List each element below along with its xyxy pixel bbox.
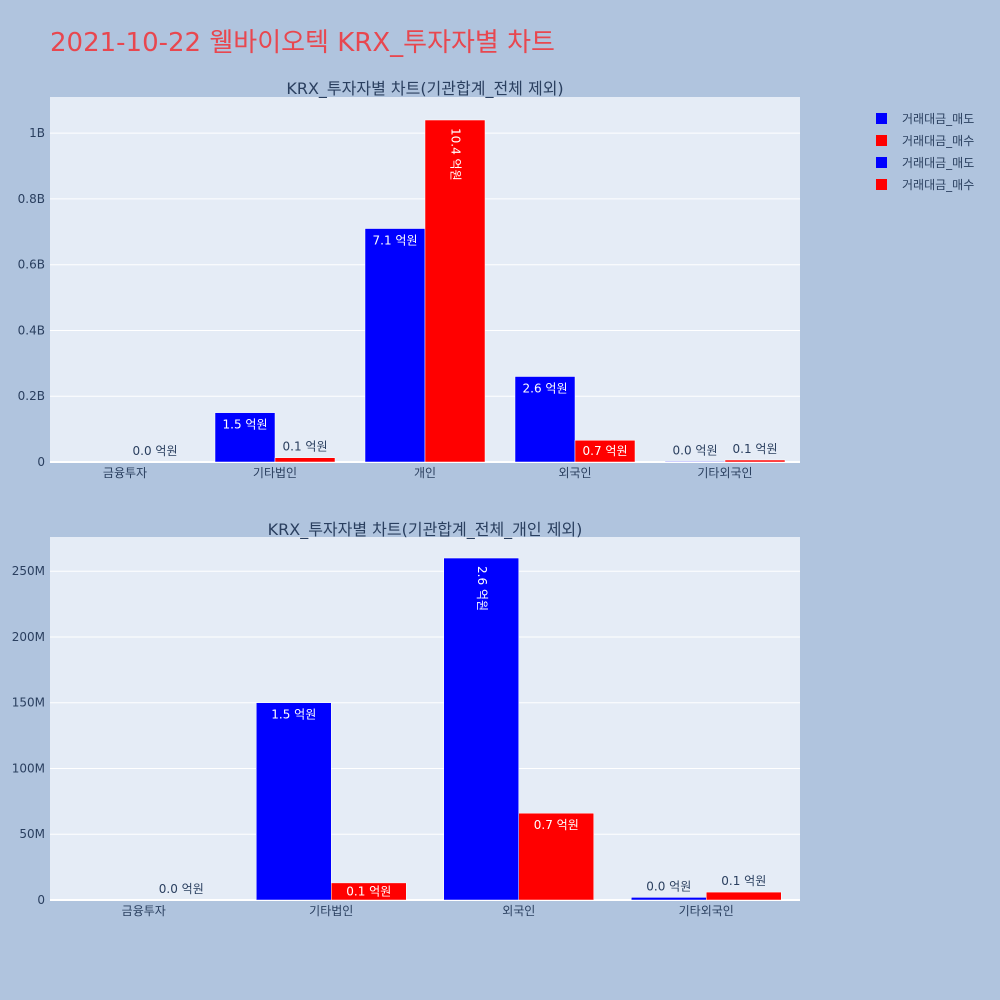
- data-label: 0.0 억원: [133, 444, 178, 458]
- x-tick-label: 외국인: [502, 904, 535, 918]
- data-label: 7.1 억원: [373, 234, 418, 248]
- legend-swatch-buy-2: [876, 178, 887, 190]
- data-label: 0.7 억원: [583, 444, 628, 458]
- y-tick-label: 0.4B: [18, 323, 45, 337]
- y-tick-label: 100M: [12, 761, 45, 775]
- data-label: 0.0 억원: [673, 443, 718, 457]
- bar: [424, 119, 486, 463]
- data-label: 0.0 억원: [159, 882, 204, 896]
- plot-area-2: [50, 537, 800, 900]
- x-tick-label: 외국인: [558, 466, 591, 480]
- x-tick-label: 금융투자: [122, 904, 166, 918]
- bar: [274, 457, 336, 463]
- data-label: 1.5 억원: [271, 708, 316, 722]
- bar: [256, 702, 332, 901]
- y-tick-label: 150M: [12, 696, 45, 710]
- bar: [574, 440, 636, 463]
- bar: [364, 228, 426, 463]
- data-label: 10.4 억원: [449, 128, 463, 181]
- data-label: 0.1 억원: [346, 884, 391, 898]
- legend-swatch-sell-1: [876, 112, 887, 124]
- page-title: 2021-10-22 웰바이오텍 KRX_투자자별 차트: [50, 28, 555, 58]
- data-label: 2.6 억원: [475, 566, 489, 611]
- legend-label-sell-2: 거래대금_매도: [902, 155, 975, 170]
- legend-swatch-sell-2: [876, 156, 887, 168]
- data-label: 1.5 억원: [223, 418, 268, 432]
- chart-title: KRX_투자자별 차트(기관합계_전체 제외): [286, 79, 563, 99]
- data-label: 0.1 억원: [733, 442, 778, 456]
- y-tick-label: 0: [37, 455, 45, 469]
- legend: 거래대금_매도 거래대금_매수 거래대금_매도 거래대금_매수: [876, 107, 974, 195]
- x-tick-label: 기타외국인: [679, 904, 734, 918]
- bar: [724, 459, 786, 463]
- y-tick-label: 0.6B: [18, 258, 45, 272]
- legend-item-sell-2[interactable]: 거래대금_매도: [876, 151, 974, 173]
- data-label: 0.1 억원: [283, 440, 328, 454]
- bar: [664, 461, 726, 463]
- y-tick-label: 1B: [29, 126, 45, 140]
- bar: [214, 412, 276, 463]
- y-tick-label: 0.2B: [18, 389, 45, 403]
- bar: [518, 812, 594, 901]
- x-tick-label: 개인: [414, 466, 436, 480]
- legend-label-buy-2: 거래대금_매수: [902, 177, 975, 192]
- x-tick-label: 기타법인: [253, 466, 297, 480]
- data-label: 0.0 억원: [646, 879, 691, 893]
- bar: [443, 557, 519, 901]
- data-label: 0.7 억원: [534, 818, 579, 832]
- legend-item-sell-1[interactable]: 거래대금_매도: [876, 107, 974, 129]
- legend-swatch-buy-1: [876, 134, 887, 146]
- legend-item-buy-2[interactable]: 거래대금_매수: [876, 173, 974, 195]
- bar: [706, 891, 782, 901]
- data-label: 0.1 억원: [721, 874, 766, 888]
- x-tick-label: 금융투자: [103, 466, 147, 480]
- data-label: 2.6 억원: [523, 382, 568, 396]
- legend-label-buy-1: 거래대금_매수: [902, 133, 975, 148]
- legend-item-buy-1[interactable]: 거래대금_매수: [876, 129, 974, 151]
- y-tick-label: 50M: [19, 827, 45, 841]
- legend-label-sell-1: 거래대금_매도: [902, 111, 975, 126]
- y-tick-label: 200M: [12, 630, 45, 644]
- bar: [331, 882, 407, 901]
- x-tick-label: 기타법인: [309, 904, 353, 918]
- chart-title: KRX_투자자별 차트(기관합계_전체_개인 제외): [268, 520, 583, 540]
- y-tick-label: 250M: [12, 564, 45, 578]
- bar: [514, 376, 576, 463]
- y-tick-label: 0: [37, 893, 45, 907]
- bar: [631, 897, 707, 901]
- y-tick-label: 0.8B: [18, 192, 45, 206]
- x-tick-label: 기타외국인: [697, 466, 752, 480]
